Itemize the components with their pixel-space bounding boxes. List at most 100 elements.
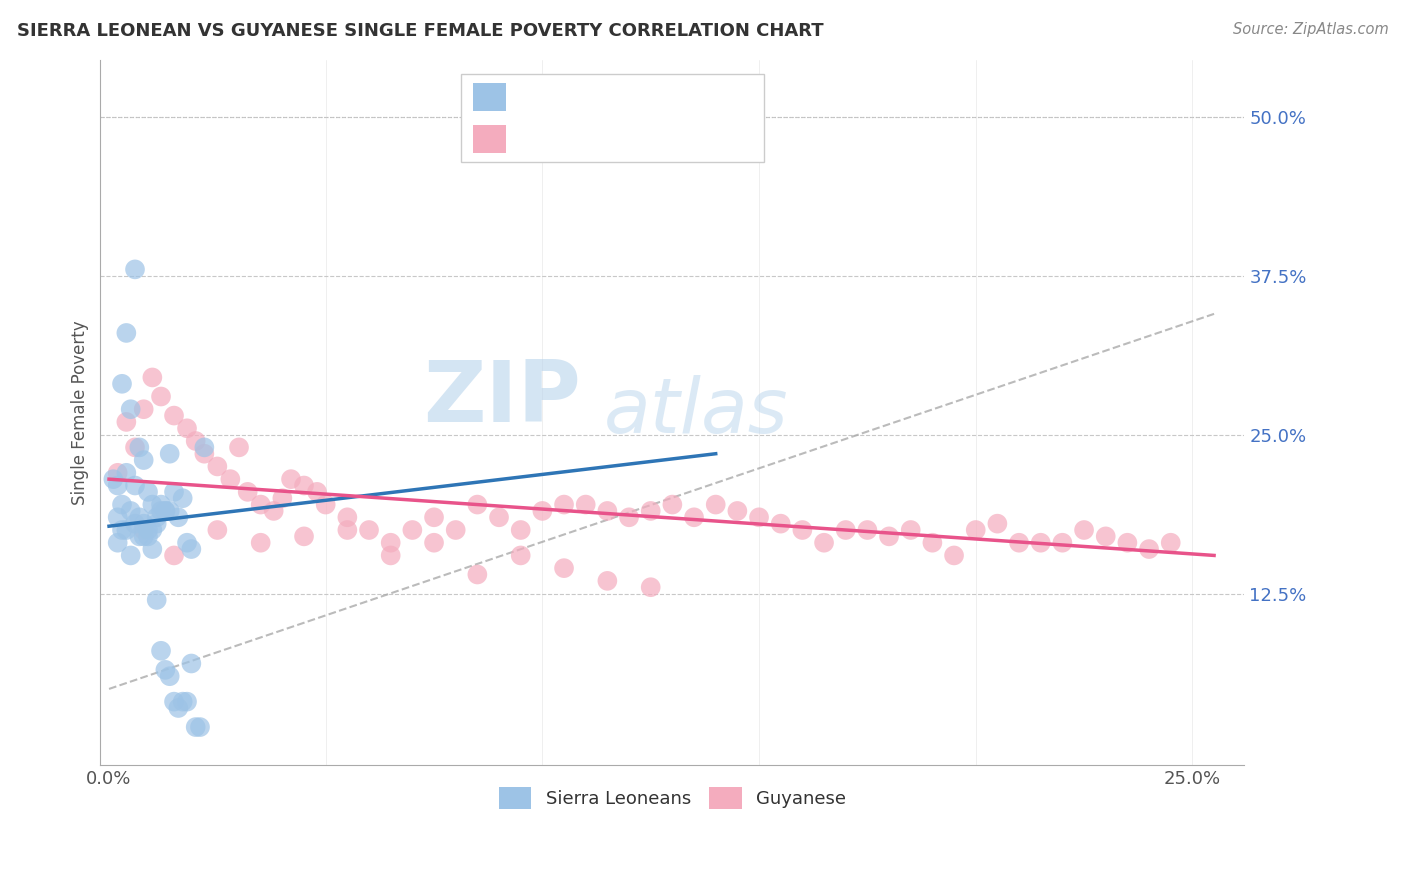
Point	[111, 376, 134, 391]
Y-axis label: Single Female Poverty: Single Female Poverty	[72, 320, 89, 505]
Text: ZIP: ZIP	[423, 357, 581, 440]
Point	[150, 390, 173, 404]
Point	[120, 549, 142, 563]
Point	[150, 644, 173, 658]
Point	[128, 510, 150, 524]
Point	[207, 523, 229, 537]
Point	[357, 523, 380, 537]
Point	[249, 498, 271, 512]
Point	[136, 523, 159, 537]
Point	[877, 529, 900, 543]
Point	[921, 535, 943, 549]
Point	[107, 466, 129, 480]
Point	[128, 441, 150, 455]
Point	[155, 504, 177, 518]
Point	[141, 542, 163, 557]
Point	[159, 669, 181, 683]
Point	[111, 523, 134, 537]
Point	[176, 695, 198, 709]
Point	[115, 466, 138, 480]
Point	[145, 593, 167, 607]
Text: atlas: atlas	[603, 376, 789, 450]
Point	[219, 472, 242, 486]
Point	[401, 523, 423, 537]
Point	[180, 542, 202, 557]
Point	[553, 561, 575, 575]
Point	[136, 484, 159, 499]
Point	[336, 523, 359, 537]
Point	[145, 516, 167, 531]
Point	[207, 459, 229, 474]
Point	[835, 523, 858, 537]
Point	[180, 657, 202, 671]
Point	[115, 523, 138, 537]
Point	[236, 484, 259, 499]
Point	[150, 498, 173, 512]
Point	[124, 441, 146, 455]
Point	[509, 549, 531, 563]
Point	[155, 663, 177, 677]
Point	[1008, 535, 1031, 549]
Point	[111, 498, 134, 512]
Point	[150, 504, 173, 518]
Point	[704, 498, 727, 512]
Point	[553, 498, 575, 512]
Point	[136, 529, 159, 543]
Point	[467, 567, 489, 582]
Point	[188, 720, 211, 734]
Point	[423, 535, 446, 549]
Point	[748, 510, 770, 524]
Point	[1094, 529, 1116, 543]
Point	[336, 510, 359, 524]
Point	[509, 523, 531, 537]
Point	[1116, 535, 1139, 549]
Point	[193, 447, 215, 461]
Point	[1052, 535, 1074, 549]
Point	[943, 549, 966, 563]
Text: SIERRA LEONEAN VS GUYANESE SINGLE FEMALE POVERTY CORRELATION CHART: SIERRA LEONEAN VS GUYANESE SINGLE FEMALE…	[17, 22, 824, 40]
Point	[986, 516, 1008, 531]
Point	[315, 498, 337, 512]
Point	[124, 516, 146, 531]
Point	[132, 529, 155, 543]
Point	[683, 510, 706, 524]
Point	[292, 529, 315, 543]
Point	[1029, 535, 1052, 549]
Point	[305, 484, 328, 499]
Point	[176, 421, 198, 435]
Point	[263, 504, 285, 518]
Point	[444, 523, 467, 537]
Point	[163, 484, 186, 499]
Point	[617, 510, 640, 524]
Point	[1073, 523, 1095, 537]
Point	[725, 504, 748, 518]
Point	[380, 549, 402, 563]
Point	[141, 370, 163, 384]
Point	[120, 402, 142, 417]
Point	[172, 491, 194, 506]
Point	[107, 535, 129, 549]
Point	[141, 523, 163, 537]
Point	[249, 535, 271, 549]
Point	[640, 504, 662, 518]
Point	[813, 535, 835, 549]
Point	[124, 262, 146, 277]
Point	[128, 529, 150, 543]
Point	[115, 415, 138, 429]
Point	[163, 695, 186, 709]
Point	[103, 472, 125, 486]
Point	[163, 549, 186, 563]
Text: Source: ZipAtlas.com: Source: ZipAtlas.com	[1233, 22, 1389, 37]
Point	[661, 498, 683, 512]
Point	[167, 701, 190, 715]
Point	[167, 510, 190, 524]
Point	[900, 523, 922, 537]
Point	[163, 409, 186, 423]
Point	[172, 695, 194, 709]
Point	[228, 441, 250, 455]
Point	[856, 523, 879, 537]
Point	[280, 472, 302, 486]
Point	[176, 535, 198, 549]
Point	[145, 510, 167, 524]
Point	[640, 580, 662, 594]
